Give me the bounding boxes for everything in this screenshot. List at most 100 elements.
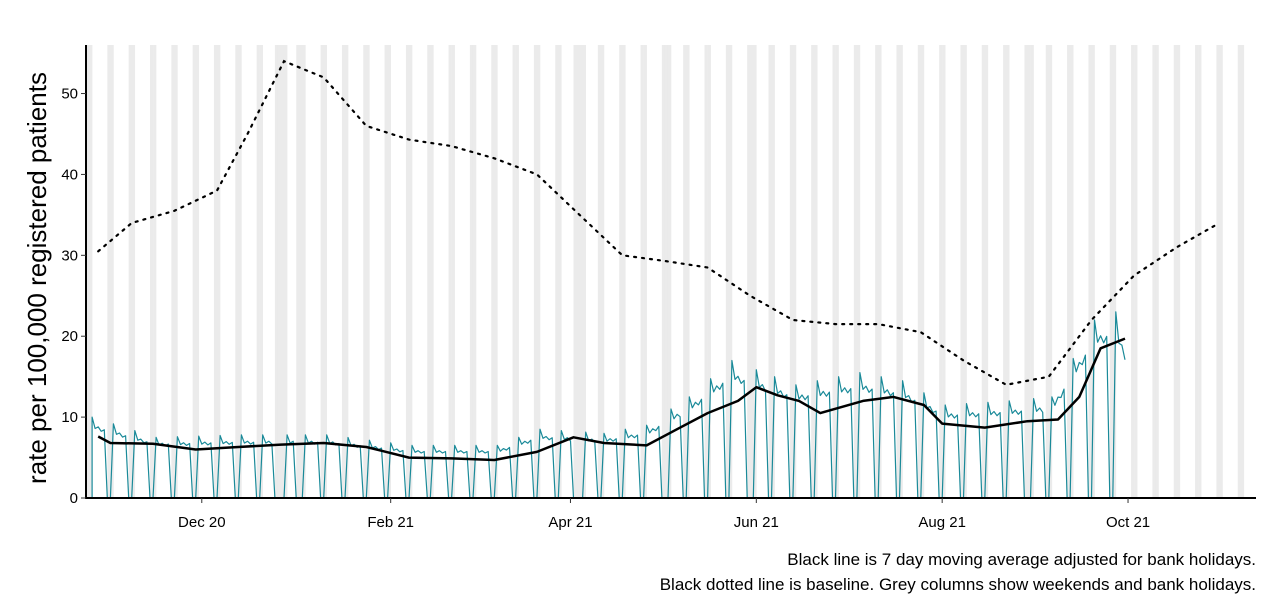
weekend-column — [494, 45, 498, 498]
weekend-columns — [86, 45, 1245, 498]
weekend-column — [573, 45, 577, 498]
weekend-column — [600, 45, 605, 498]
weekend-column — [728, 45, 733, 498]
weekend-column — [814, 45, 818, 498]
weekend-column — [1155, 45, 1159, 498]
weekend-column — [683, 45, 687, 498]
caption-line-1: Black line is 7 day moving average adjus… — [787, 550, 1256, 569]
weekend-column — [1219, 45, 1223, 498]
weekend-column — [472, 45, 477, 498]
weekend-column — [448, 45, 452, 498]
weekend-column — [789, 45, 794, 498]
weekend-column — [576, 45, 580, 498]
weekend-column — [1112, 45, 1117, 498]
weekend-column — [704, 45, 708, 498]
weekend-column — [512, 45, 516, 498]
weekend-column — [1176, 45, 1181, 498]
weekend-column — [302, 45, 306, 498]
weekend-column — [107, 45, 111, 498]
weekend-column — [131, 45, 136, 498]
weekend-column — [153, 45, 157, 498]
baseline-series — [97, 59, 1221, 386]
weekend-column — [341, 45, 346, 498]
baseline-dotted-line — [97, 59, 1221, 386]
weekend-column — [619, 45, 623, 498]
weekend-column — [174, 45, 178, 498]
weekend-column — [555, 45, 559, 498]
moving-average-line — [97, 337, 1126, 462]
weekend-column — [768, 45, 772, 498]
weekend-column — [1131, 45, 1135, 498]
weekend-column — [942, 45, 946, 498]
weekend-column — [256, 45, 260, 498]
weekend-column — [1195, 45, 1199, 498]
weekend-column — [963, 45, 967, 498]
weekend-column — [323, 45, 328, 498]
y-tick-label: 50 — [61, 86, 78, 103]
weekend-column — [640, 45, 644, 498]
weekend-column — [1173, 45, 1178, 498]
weekend-column — [753, 45, 757, 498]
weekend-column — [1198, 45, 1202, 498]
weekend-column — [896, 45, 900, 498]
weekend-column — [1067, 45, 1071, 498]
weekend-column — [1237, 45, 1242, 498]
weekend-column — [363, 45, 367, 498]
y-tick-label: 10 — [61, 409, 78, 426]
weekend-column — [284, 45, 288, 498]
weekend-column — [217, 45, 221, 498]
weekend-column — [89, 45, 93, 498]
weekend-column — [387, 45, 391, 498]
weekend-column — [1027, 45, 1031, 498]
weekend-column — [533, 45, 538, 498]
weekend-column — [984, 45, 989, 498]
weekend-column — [707, 45, 711, 498]
daily-rate-line — [91, 311, 1126, 499]
x-tick-label: Dec 20 — [178, 514, 226, 531]
weekend-column — [1003, 45, 1007, 498]
weekend-column — [661, 45, 666, 498]
weekend-column — [1216, 45, 1220, 498]
weekend-column — [213, 45, 218, 498]
weekend-column — [384, 45, 388, 498]
y-tick-label: 40 — [61, 166, 78, 183]
weekend-column — [238, 45, 242, 498]
weekend-column — [192, 45, 196, 498]
moving-average-series — [97, 337, 1126, 462]
y-tick-label: 0 — [70, 490, 78, 507]
weekend-column — [771, 45, 775, 498]
weekend-column — [195, 45, 200, 498]
weekend-column — [747, 45, 751, 498]
x-tick-label: Feb 21 — [367, 514, 414, 531]
weekend-column — [686, 45, 690, 498]
weekend-column — [1024, 45, 1028, 498]
weekend-column — [320, 45, 324, 498]
weekend-column — [667, 45, 672, 498]
caption-line-2: Black dotted line is baseline. Grey colu… — [660, 575, 1256, 594]
x-tick-label: Oct 21 — [1106, 514, 1150, 531]
weekend-column — [86, 45, 90, 498]
weekend-column — [259, 45, 264, 498]
weekend-column — [960, 45, 964, 498]
weekend-column — [1030, 45, 1034, 498]
weekend-column — [128, 45, 133, 498]
weekend-column — [558, 45, 562, 498]
weekend-column — [597, 45, 602, 498]
weekend-column — [171, 45, 175, 498]
weekend-column — [451, 45, 455, 498]
weekend-column — [981, 45, 986, 498]
weekend-column — [344, 45, 349, 498]
weekend-column — [405, 45, 410, 498]
daily-rate-series — [91, 311, 1126, 499]
weekend-column — [1240, 45, 1245, 498]
weekend-column — [491, 45, 495, 498]
weekend-column — [1091, 45, 1095, 498]
weekend-column — [427, 45, 431, 498]
weekend-column — [853, 45, 858, 498]
weekend-column — [408, 45, 413, 498]
weekend-column — [664, 45, 669, 498]
y-axis-title: rate per 100,000 registered patients — [22, 72, 52, 484]
x-tick-label: Jun 21 — [734, 514, 779, 531]
weekend-column — [725, 45, 730, 498]
weekend-column — [750, 45, 754, 498]
